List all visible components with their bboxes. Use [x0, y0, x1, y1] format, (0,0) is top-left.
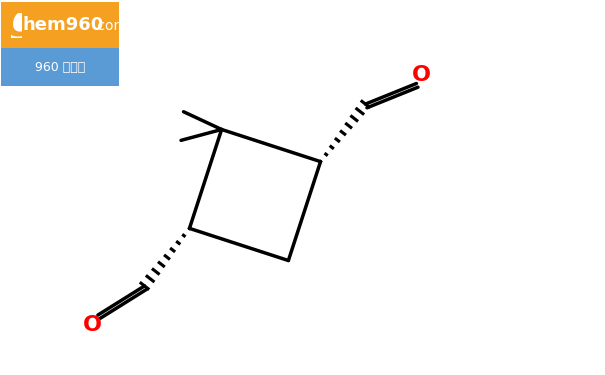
FancyBboxPatch shape	[1, 2, 119, 48]
Text: C: C	[4, 6, 32, 45]
Text: .com: .com	[93, 18, 127, 33]
Text: O: O	[412, 66, 431, 86]
Text: hem960: hem960	[22, 16, 103, 34]
FancyBboxPatch shape	[1, 9, 22, 42]
FancyBboxPatch shape	[11, 13, 22, 38]
FancyBboxPatch shape	[1, 48, 119, 86]
Text: 960 化工网: 960 化工网	[35, 61, 85, 74]
Text: O: O	[82, 315, 102, 335]
